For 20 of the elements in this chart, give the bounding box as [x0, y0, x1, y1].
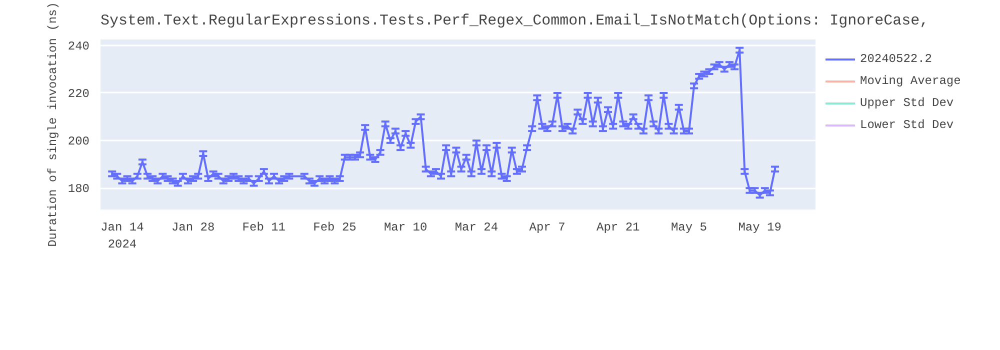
x-tick-label: Apr 21 — [596, 220, 640, 234]
y-tick-label: 220 — [68, 86, 90, 101]
x-tick-label: May 19 — [738, 220, 782, 234]
x-tick-label: Feb 11 — [242, 220, 286, 234]
x-tick-label: Jan 28 — [171, 220, 215, 234]
x-tick-label: Mar 10 — [384, 220, 428, 234]
legend-label: 20240522.2 — [860, 52, 932, 66]
legend-label: Moving Average — [860, 74, 961, 88]
x-tick-label: Feb 25 — [313, 220, 356, 234]
y-axis-title: Duration of single invocation (ns) — [46, 2, 60, 247]
x-tick-label: May 5 — [670, 220, 707, 234]
legend-label: Upper Std Dev — [860, 96, 954, 110]
y-tick-label: 200 — [68, 134, 90, 149]
y-tick-label: 180 — [68, 182, 90, 196]
y-tick-label: 240 — [68, 39, 90, 54]
x-tick-label: Apr 7 — [529, 220, 566, 234]
x-tick-label: Mar 24 — [454, 220, 498, 234]
x-tick-label: Jan 14 2024 — [100, 220, 144, 252]
chart-title: System.Text.RegularExpressions.Tests.Perf_Regex_Common.Email_IsNotMatch(Options: IgnoreCase, — [100, 12, 929, 30]
legend-label: Lower Std Dev — [860, 118, 954, 132]
